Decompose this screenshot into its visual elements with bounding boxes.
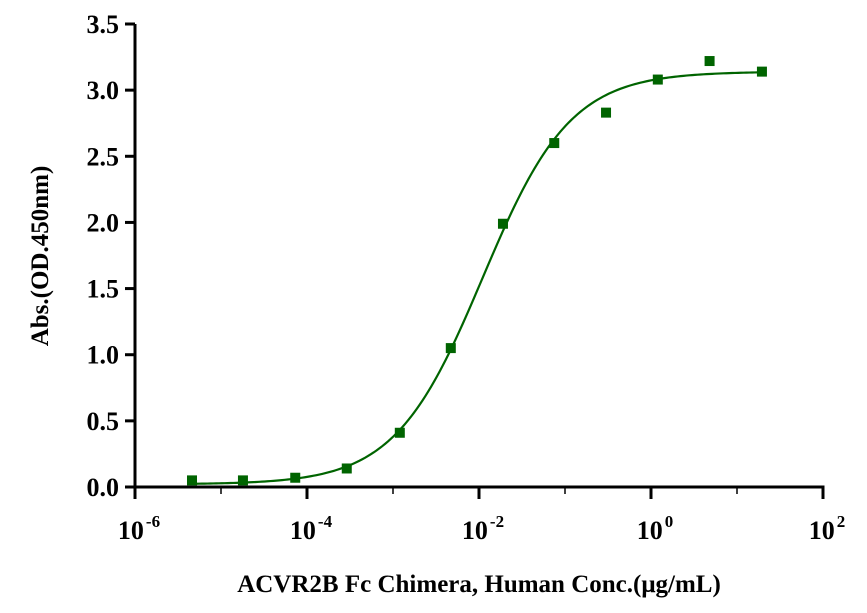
y-tick-label: 0.5 (87, 407, 120, 436)
data-point (237, 475, 248, 486)
y-tick-label: 3.5 (87, 10, 120, 39)
x-tick-label: 10 -4 (290, 512, 333, 545)
x-tick-label: 10 2 (809, 512, 846, 545)
y-tick-label: 2.5 (87, 142, 120, 171)
data-point (652, 74, 663, 85)
x-tick-label: 10 -2 (462, 512, 504, 545)
data-point (549, 138, 560, 149)
x-tick-label: 10 -6 (118, 512, 160, 545)
data-point (186, 475, 197, 486)
data-points (186, 56, 767, 486)
data-point (341, 463, 352, 474)
fit-layer (190, 71, 764, 485)
y-tick-label: 1.0 (87, 341, 120, 370)
data-point (290, 472, 301, 483)
x-axis-title: ACVR2B Fc Chimera, Human Conc.(μg/mL) (237, 571, 721, 598)
y-tick-label: 3.0 (87, 76, 120, 105)
data-point (704, 56, 715, 67)
data-point (394, 427, 405, 438)
axes: 0.0 0.5 1.0 1.5 2.0 2.5 3.0 3.5 10 -6 10 -4 10 -2 10 0 1… (87, 10, 846, 545)
data-point (497, 218, 508, 229)
y-tick-label: 0.0 (87, 473, 120, 502)
y-tick-label: 2.0 (87, 208, 120, 237)
data-point (601, 107, 612, 118)
data-point (756, 66, 767, 77)
fit-curve (190, 71, 764, 485)
y-tick-label: 1.5 (87, 275, 120, 304)
y-axis-title: Abs.(OD.450nm) (27, 166, 54, 347)
x-tick-label: 10 0 (637, 512, 674, 545)
data-point (445, 343, 456, 354)
